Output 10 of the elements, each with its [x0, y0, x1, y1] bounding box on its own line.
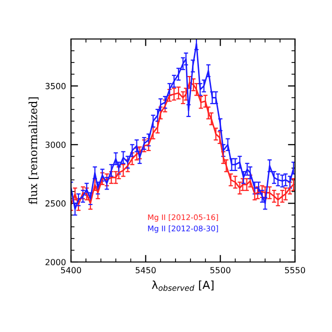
x-tick-label: 5550: [285, 267, 306, 274]
x-tick-label: 5500: [210, 267, 230, 274]
y-tick-label: 2500: [46, 200, 66, 207]
y-axis-title: flux [renormalized]: [28, 97, 39, 204]
x-axis-title: λ$_{observed}$ [A]: [152, 280, 214, 291]
x-tick-label: 5450: [136, 267, 156, 274]
y-tick-label: 2000: [46, 258, 66, 266]
x-tick-label: 5400: [61, 267, 82, 274]
y-tick-label: 3000: [46, 142, 66, 148]
y-tick-label: 3500: [46, 82, 66, 90]
